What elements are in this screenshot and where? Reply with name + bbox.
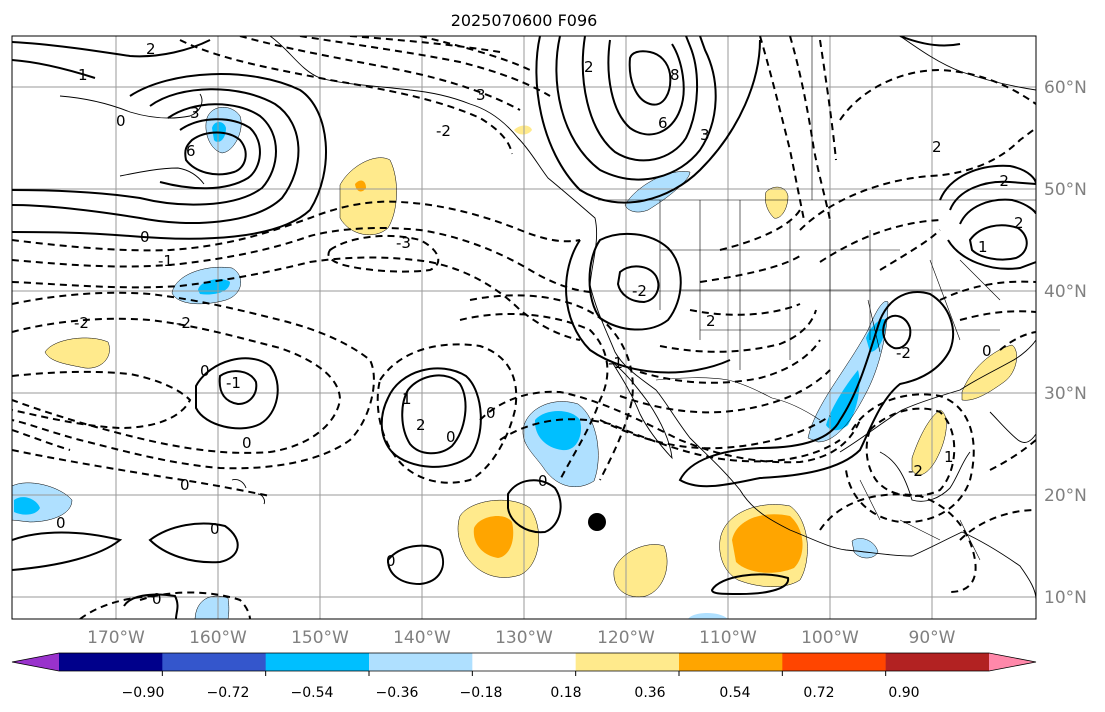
lat-tick-label: 10°N	[1044, 588, 1087, 608]
latitude-tick-labels: 60°N 50°N 40°N 30°N 20°N 10°N	[1044, 78, 1087, 608]
contour-label: -1	[226, 374, 241, 392]
contour-label: 0	[982, 342, 992, 360]
contour-label: 8	[670, 66, 680, 84]
contour-label: 2	[416, 416, 426, 434]
lat-tick-label: 50°N	[1044, 180, 1087, 200]
colorbar-tick-labels: −0.90 −0.72 −0.54 −0.36 −0.18 0.18 0.36 …	[122, 685, 920, 701]
colorbar-cell	[885, 653, 990, 671]
colorbar-tick-label: 0.18	[550, 685, 581, 701]
contour-labels: 2 1 0 3 6 0 -1 -2 -3 -2 3 8 6 3 2 -2 2 0…	[56, 40, 1024, 608]
contour-label: 3	[190, 104, 200, 122]
contour-label: 1	[402, 390, 412, 408]
lat-tick-label: 30°N	[1044, 384, 1087, 404]
contour-label: 0	[180, 476, 190, 494]
colorbar-cells	[59, 653, 990, 671]
contour-label: -2	[176, 314, 191, 332]
lon-tick-label: 90°W	[909, 628, 956, 648]
country-state-borders	[598, 36, 1036, 561]
contour-label: 0	[538, 472, 548, 490]
shade-orange-region	[355, 180, 803, 573]
map-panel: 2 1 0 3 6 0 -1 -2 -3 -2 3 8 6 3 2 -2 2 0…	[12, 36, 1036, 619]
contour-label: 1	[78, 66, 88, 84]
contour-label: 2	[146, 40, 156, 58]
lon-tick-label: 130°W	[495, 628, 553, 648]
contour-label: 0	[446, 428, 456, 446]
contour-label: 3	[700, 126, 710, 144]
contour-label: -3	[396, 234, 411, 252]
lon-tick-label: 160°W	[189, 628, 247, 648]
colorbar-tick-label: 0.54	[719, 685, 750, 701]
contour-label: 0	[210, 520, 220, 538]
contour-label: 2	[1014, 214, 1024, 232]
colorbar-tick-label: −0.36	[376, 685, 419, 701]
contour-label: -1	[608, 354, 623, 372]
contour-label: -2	[436, 122, 451, 140]
colorbar-outline	[11, 652, 1037, 672]
colorbar-tick-marks	[161, 671, 887, 676]
contour-label: 0	[116, 112, 126, 130]
contour-label: -2	[632, 282, 647, 300]
contour-label: 0	[152, 590, 162, 608]
lat-tick-label: 40°N	[1044, 282, 1087, 302]
lat-lon-grid	[12, 36, 1036, 619]
contour-label: -2	[896, 344, 911, 362]
contour-label: 0	[486, 404, 496, 422]
contour-label: -2	[994, 172, 1009, 190]
longitude-tick-labels: 170°W 160°W 150°W 140°W 130°W 120°W 110°…	[87, 628, 956, 648]
colorbar-tick-label: −0.54	[291, 685, 334, 701]
contour-label: 2	[706, 312, 716, 330]
contour-label: 2	[584, 58, 594, 76]
contour-label: 6	[658, 114, 668, 132]
lon-tick-label: 120°W	[597, 628, 655, 648]
lon-tick-label: 140°W	[393, 628, 451, 648]
contour-label: -2	[74, 314, 89, 332]
colorbar-extend-low	[12, 653, 59, 671]
map-frame	[11, 35, 1037, 620]
lon-tick-label: 150°W	[291, 628, 349, 648]
colorbar-cell	[369, 653, 473, 671]
colorbar-tick-label: 0.72	[803, 685, 834, 701]
contour-label: -2	[908, 462, 923, 480]
colorbar-tick-label: −0.72	[207, 685, 250, 701]
contour-label: 1	[978, 238, 988, 256]
colorbar-extend-high	[989, 653, 1036, 671]
shading-layer	[12, 107, 1017, 619]
contour-label: 0	[242, 434, 252, 452]
contour-lines	[12, 36, 1036, 619]
lat-tick-label: 60°N	[1044, 78, 1087, 98]
colorbar-cell	[782, 653, 887, 671]
contour-label: 0	[386, 552, 396, 570]
lon-tick-label: 170°W	[87, 628, 145, 648]
contour-label: 0	[56, 514, 66, 532]
shade-deep-blue-region	[14, 122, 886, 515]
colorbar-tick-label: 0.90	[888, 685, 919, 701]
lon-tick-label: 110°W	[699, 628, 757, 648]
contour-label: 6	[186, 142, 196, 160]
colorbar-cell	[265, 653, 370, 671]
contour-label: 2	[932, 138, 942, 156]
colorbar-cell	[575, 653, 680, 671]
colorbar-tick-label: −0.18	[460, 685, 503, 701]
colorbar-tick-label: 0.36	[634, 685, 665, 701]
colorbar-cell	[679, 653, 783, 671]
lat-tick-label: 20°N	[1044, 486, 1087, 506]
figure-title: 2025070600 F096	[451, 11, 598, 30]
contour-label: 1	[944, 448, 954, 466]
storm-center-marker	[588, 513, 606, 531]
contour-label: 0	[200, 362, 210, 380]
contour-label: 0	[140, 228, 150, 246]
colorbar: −0.90 −0.72 −0.54 −0.36 −0.18 0.18 0.36 …	[11, 652, 1037, 701]
colorbar-tick-label: −0.90	[122, 685, 165, 701]
contour-label: -1	[158, 252, 173, 270]
colorbar-cell	[162, 653, 267, 671]
lon-tick-label: 100°W	[801, 628, 859, 648]
contour-label: 3	[476, 86, 486, 104]
colorbar-cell	[59, 653, 163, 671]
colorbar-cell	[472, 653, 577, 671]
